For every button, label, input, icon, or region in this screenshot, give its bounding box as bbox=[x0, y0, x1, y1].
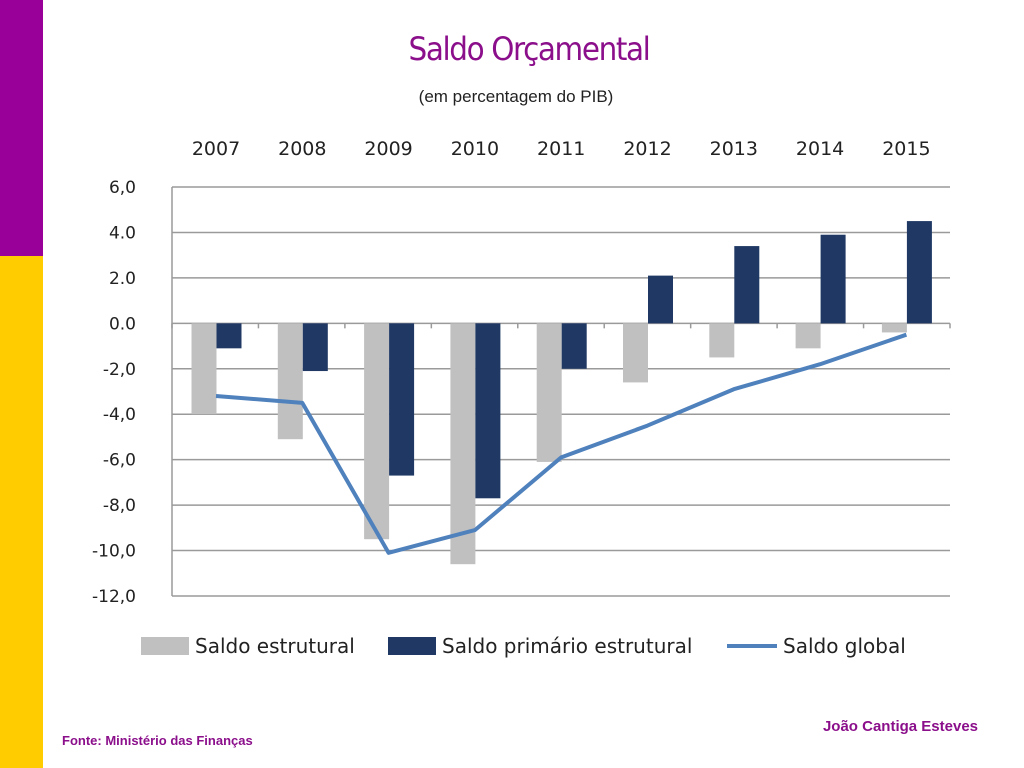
y-tick-label: -8,0 bbox=[103, 496, 136, 516]
x-tick-label: 2009 bbox=[364, 138, 412, 160]
x-tick-label: 2015 bbox=[882, 138, 930, 160]
y-tick-label: -10,0 bbox=[92, 542, 136, 562]
legend-saldo-primario-estrutural-swatch bbox=[388, 637, 436, 655]
slide-subtitle: (em percentagem do PIB) bbox=[418, 87, 614, 106]
bar-saldo-estrutural bbox=[709, 323, 735, 358]
x-tick-label: 2008 bbox=[278, 138, 326, 160]
y-tick-label: 6,0 bbox=[109, 178, 136, 198]
bar-saldo-estrutural bbox=[623, 323, 648, 383]
source-note: Fonte: Ministério das Finanças bbox=[62, 733, 253, 748]
y-tick-label: -2,0 bbox=[103, 360, 136, 380]
bar-saldo-estrutural bbox=[191, 323, 217, 415]
bar-saldo-primario-estrutural bbox=[302, 323, 328, 372]
bar-saldo-estrutural bbox=[450, 323, 476, 565]
bar-saldo-estrutural bbox=[364, 323, 390, 540]
bar-saldo-estrutural bbox=[795, 323, 821, 349]
bar-saldo-primario-estrutural bbox=[561, 323, 587, 369]
side-accent-yellow bbox=[0, 256, 43, 768]
x-tick-label: 2012 bbox=[623, 138, 671, 160]
bar-saldo-estrutural bbox=[536, 323, 562, 462]
y-tick-label: 2.0 bbox=[109, 269, 136, 289]
x-tick-label: 2011 bbox=[537, 138, 585, 160]
side-accent-purple bbox=[0, 0, 43, 256]
legend-saldo-global-label: Saldo global bbox=[783, 634, 906, 658]
legend-saldo-primario-estrutural-label: Saldo primário estrutural bbox=[442, 634, 692, 658]
bar-saldo-primario-estrutural bbox=[734, 246, 760, 324]
bar-saldo-primario-estrutural bbox=[216, 323, 242, 349]
x-tick-label: 2007 bbox=[192, 138, 240, 160]
line-saldo-global bbox=[215, 332, 908, 555]
bar-saldo-estrutural bbox=[881, 323, 907, 333]
bar-saldo-primario-estrutural bbox=[906, 221, 932, 324]
x-tick-label: 2013 bbox=[710, 138, 758, 160]
author-name: João Cantiga Esteves bbox=[822, 718, 978, 735]
bar-saldo-estrutural bbox=[277, 323, 303, 440]
slide-title: Saldo Orçamental bbox=[408, 30, 651, 68]
x-tick-label: 2014 bbox=[796, 138, 844, 160]
x-tick-label: 2010 bbox=[451, 138, 499, 160]
y-tick-label: -4,0 bbox=[103, 405, 136, 425]
legend-saldo-estrutural-label: Saldo estrutural bbox=[195, 634, 355, 658]
y-tick-label: -12,0 bbox=[92, 587, 136, 607]
bar-saldo-primario-estrutural bbox=[475, 323, 501, 499]
y-tick-label: 4.0 bbox=[109, 223, 136, 243]
bar-saldo-primario-estrutural bbox=[648, 275, 673, 324]
legend-saldo-estrutural-swatch bbox=[141, 637, 189, 655]
y-tick-label: -6,0 bbox=[103, 451, 136, 471]
bar-saldo-primario-estrutural bbox=[820, 234, 846, 324]
bar-saldo-primario-estrutural bbox=[389, 323, 415, 476]
y-tick-label: 0.0 bbox=[109, 314, 136, 334]
